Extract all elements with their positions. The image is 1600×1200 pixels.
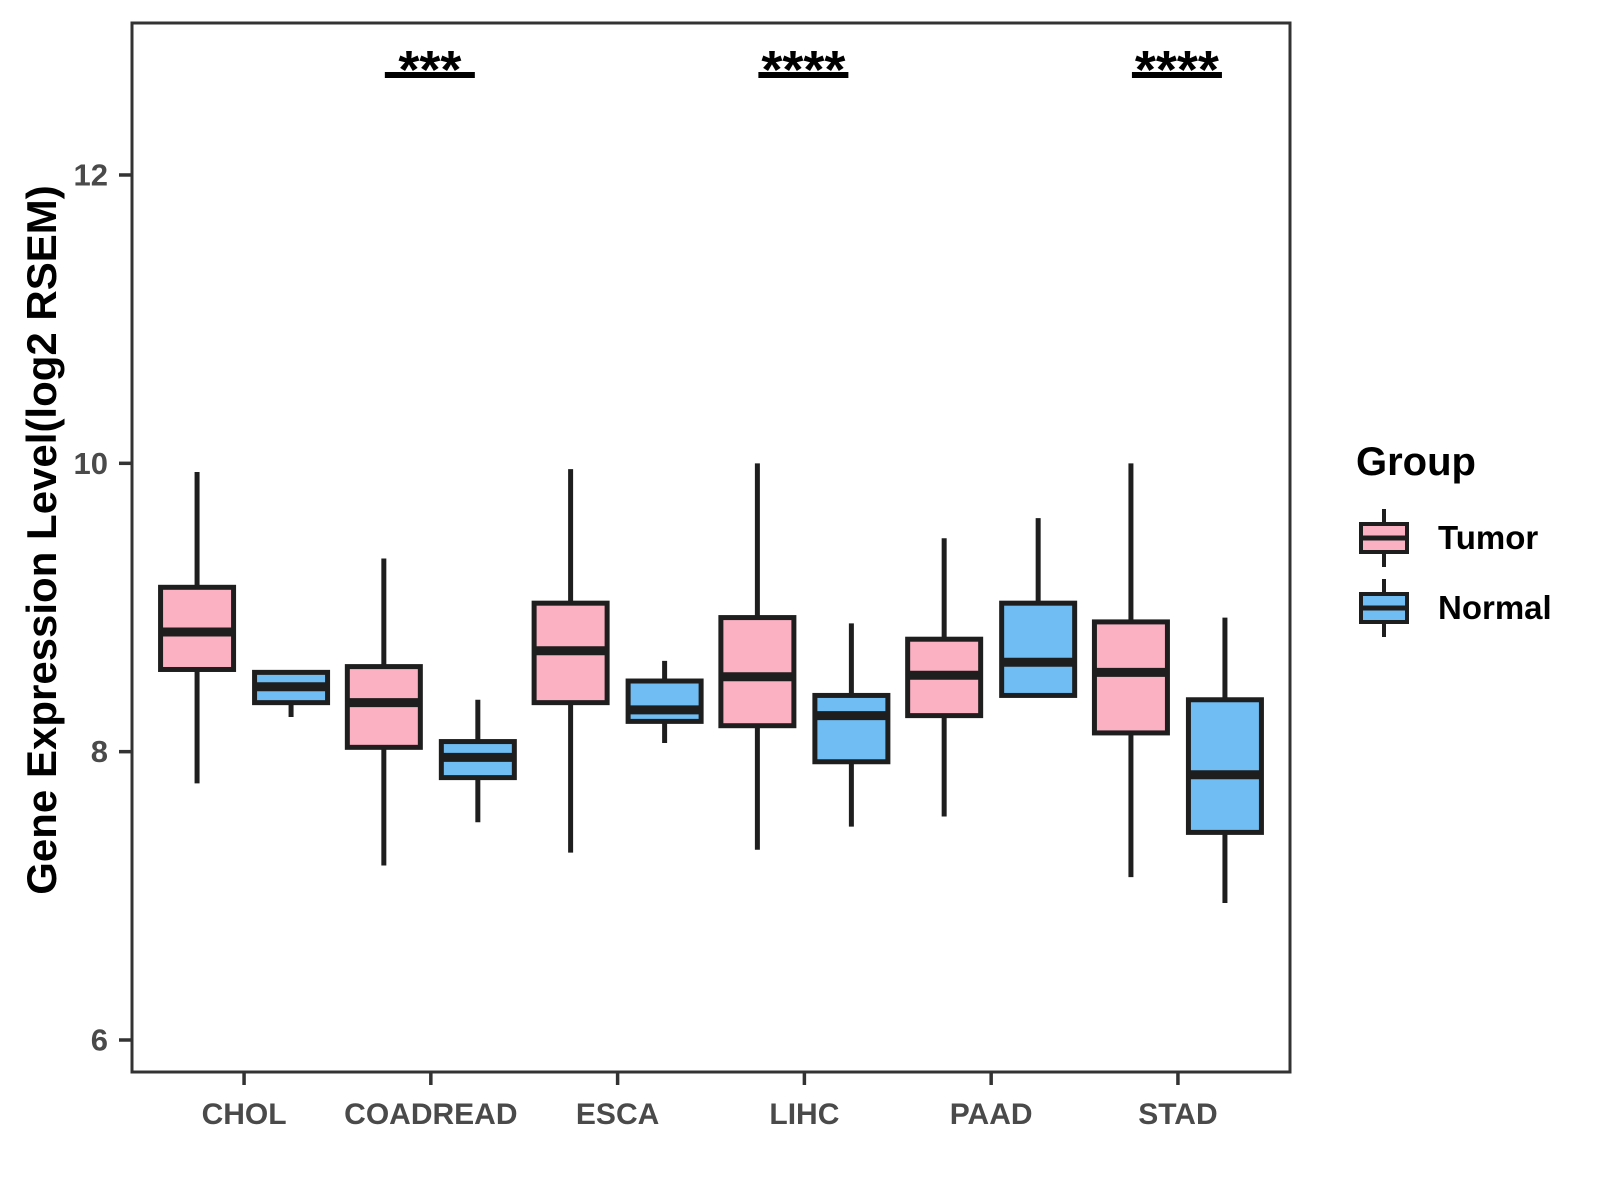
x-tick-label: COADREAD bbox=[344, 1098, 517, 1131]
box-normal-esca bbox=[625, 678, 704, 724]
y-tick-label: 8 bbox=[91, 734, 108, 769]
significance-label-lihc: **** bbox=[761, 40, 845, 100]
x-tick-label: LIHC bbox=[769, 1098, 839, 1131]
x-tick-label: PAAD bbox=[950, 1098, 1033, 1131]
legend: Group Tumor Normal bbox=[1356, 440, 1552, 643]
legend-entry-tumor: Tumor bbox=[1356, 503, 1552, 573]
legend-entry-normal: Normal bbox=[1356, 573, 1552, 643]
legend-title: Group bbox=[1356, 440, 1476, 484]
y-tick-label: 10 bbox=[74, 446, 108, 481]
legend-label-normal: Normal bbox=[1438, 589, 1552, 626]
y-tick-label: 6 bbox=[91, 1023, 108, 1058]
significance-label-coadread: *** bbox=[398, 40, 461, 100]
x-tick-label: ESCA bbox=[576, 1098, 659, 1131]
box-tumor-lihc bbox=[718, 615, 797, 729]
y-tick-label: 12 bbox=[74, 157, 108, 192]
box-normal-paad bbox=[999, 600, 1078, 698]
box-tumor-stad bbox=[1091, 619, 1170, 736]
box-normal-stad bbox=[1185, 697, 1264, 835]
y-axis-title: Gene Expression Level(log2 RSEM) bbox=[18, 185, 65, 895]
significance-label-stad: **** bbox=[1135, 40, 1219, 100]
x-tick-label: STAD bbox=[1138, 1098, 1217, 1131]
normal-boxplot-key-icon bbox=[1359, 579, 1409, 637]
panel-border bbox=[130, 21, 1292, 1074]
tumor-boxplot-key-icon bbox=[1359, 509, 1409, 567]
legend-label-tumor: Tumor bbox=[1438, 519, 1539, 556]
box-normal-lihc bbox=[812, 692, 891, 765]
x-tick-label: CHOL bbox=[202, 1098, 287, 1131]
